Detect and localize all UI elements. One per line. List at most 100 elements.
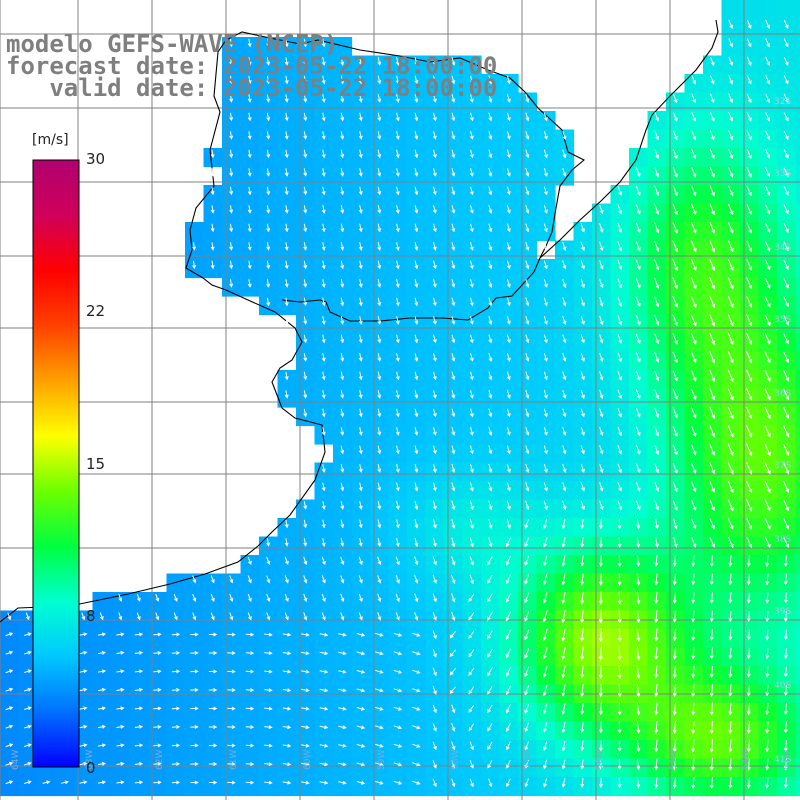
wind-arrow (599, 352, 604, 363)
wind-cell (222, 703, 242, 723)
wind-cell (795, 277, 800, 297)
wind-cell (518, 703, 538, 723)
wind-arrow (451, 260, 456, 270)
wind-arrow (377, 186, 382, 196)
wind-arrow (580, 665, 585, 679)
wind-arrow (654, 573, 659, 586)
wind-arrow (412, 762, 421, 767)
wind-cell (795, 333, 800, 353)
wind-arrow (524, 519, 530, 529)
wind-arrow (580, 537, 585, 548)
wind-arrow (783, 93, 789, 103)
wind-arrow (654, 463, 660, 474)
wind-cell (462, 721, 482, 741)
wind-arrow (340, 408, 345, 418)
wind-arrow (709, 167, 715, 178)
wind-cell (536, 777, 556, 797)
wind-cell (148, 703, 168, 723)
wind-cell (407, 666, 427, 686)
wind-arrow (525, 426, 530, 436)
wind-arrow (432, 186, 437, 196)
wind-cell (758, 0, 778, 20)
wind-cell (795, 721, 800, 741)
wind-cell (148, 592, 168, 612)
wind-cell (185, 703, 205, 723)
wind-cell (795, 370, 800, 390)
wind-cell (536, 592, 556, 612)
wind-cell (203, 758, 223, 778)
wind-arrow (451, 223, 456, 233)
wind-arrow (266, 223, 271, 233)
wind-arrow (505, 611, 512, 622)
title-model: modelo GEFS-WAVE (NCEP) (6, 30, 339, 58)
wind-arrow (395, 186, 400, 196)
wind-cell (518, 444, 538, 464)
wind-arrow (525, 389, 530, 399)
wind-arrow (709, 112, 715, 122)
wind-arrow (765, 739, 770, 753)
wind-cell (592, 629, 612, 649)
wind-arrow (783, 112, 789, 122)
wind-arrow (599, 389, 604, 400)
wind-arrow (451, 149, 456, 159)
wind-arrow (561, 759, 566, 770)
wind-cell (758, 111, 778, 131)
wind-arrow (414, 500, 419, 510)
wind-arrow (598, 777, 603, 789)
wind-arrow (709, 592, 714, 604)
wind-arrow (468, 612, 475, 621)
wind-cell (296, 721, 316, 741)
wind-arrow (340, 223, 345, 233)
wind-cell (573, 259, 593, 279)
wind-cell (795, 388, 800, 408)
wind-arrow (691, 573, 696, 586)
wind-cell (148, 629, 168, 649)
wind-arrow (153, 650, 162, 655)
wind-arrow (617, 500, 622, 511)
wind-arrow (580, 482, 585, 492)
wind-arrow (377, 519, 382, 529)
wind-arrow (468, 667, 475, 676)
wind-arrow (5, 761, 14, 766)
wind-arrow (116, 780, 125, 785)
wind-arrow (245, 669, 255, 674)
wind-arrow (208, 706, 218, 711)
wind-arrow (562, 445, 567, 455)
wind-cell (185, 647, 205, 667)
wind-cell (407, 573, 427, 593)
wind-arrow (728, 75, 734, 85)
wind-arrow (617, 740, 622, 752)
wind-arrow (783, 296, 789, 308)
wind-arrow (432, 408, 437, 418)
wind-cell (444, 758, 464, 778)
wind-cell (555, 277, 575, 297)
wind-arrow (654, 426, 660, 437)
wind-cell (111, 740, 131, 760)
wind-arrow (303, 408, 308, 418)
wind-arrow (5, 706, 14, 711)
wind-arrow (783, 204, 789, 215)
wind-cell (333, 37, 353, 57)
wind-arrow (264, 780, 273, 785)
wind-cell (536, 148, 556, 168)
wind-cell (592, 444, 612, 464)
wind-cell (92, 629, 112, 649)
wind-arrow (783, 222, 789, 233)
wind-arrow (525, 315, 530, 325)
wind-cell (111, 777, 131, 797)
wind-cell (92, 777, 112, 797)
wind-cell (795, 129, 800, 149)
wind-arrow (691, 629, 696, 641)
wind-arrow (488, 334, 493, 344)
wind-cell (314, 666, 334, 686)
wind-arrow (356, 762, 366, 767)
wind-arrow (24, 780, 32, 785)
wind-arrow (709, 148, 715, 160)
wind-arrow (690, 351, 697, 364)
wind-arrow (134, 724, 144, 729)
wind-arrow (153, 761, 162, 766)
wind-arrow (524, 666, 530, 678)
wind-arrow (506, 482, 511, 492)
wind-cell (314, 740, 334, 760)
